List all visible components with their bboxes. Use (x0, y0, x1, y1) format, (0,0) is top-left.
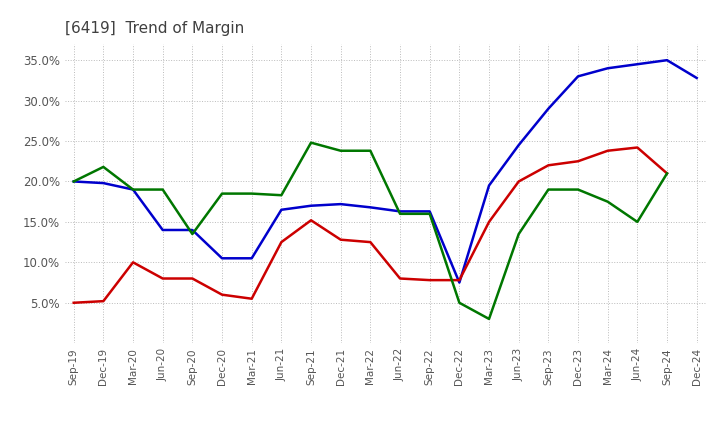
Text: [6419]  Trend of Margin: [6419] Trend of Margin (65, 21, 244, 36)
Operating Cashflow (633, 219, 642, 224)
Net Income (188, 276, 197, 281)
Net Income (574, 158, 582, 164)
Ordinary Income (366, 205, 374, 210)
Ordinary Income (217, 256, 226, 261)
Ordinary Income (574, 74, 582, 79)
Ordinary Income (396, 209, 405, 214)
Operating Cashflow (248, 191, 256, 196)
Net Income (69, 300, 78, 305)
Net Income (277, 239, 286, 245)
Ordinary Income (99, 180, 108, 186)
Operating Cashflow (455, 300, 464, 305)
Net Income (396, 276, 405, 281)
Operating Cashflow (662, 171, 671, 176)
Ordinary Income (693, 75, 701, 81)
Line: Net Income: Net Income (73, 147, 667, 303)
Operating Cashflow (188, 231, 197, 237)
Operating Cashflow (129, 187, 138, 192)
Ordinary Income (188, 227, 197, 233)
Net Income (633, 145, 642, 150)
Ordinary Income (69, 179, 78, 184)
Net Income (248, 296, 256, 301)
Operating Cashflow (396, 211, 405, 216)
Operating Cashflow (99, 164, 108, 169)
Net Income (307, 218, 315, 223)
Net Income (426, 278, 434, 283)
Operating Cashflow (574, 187, 582, 192)
Operating Cashflow (336, 148, 345, 154)
Ordinary Income (129, 187, 138, 192)
Operating Cashflow (603, 199, 612, 204)
Ordinary Income (277, 207, 286, 213)
Net Income (158, 276, 167, 281)
Ordinary Income (544, 106, 553, 111)
Operating Cashflow (544, 187, 553, 192)
Net Income (217, 292, 226, 297)
Ordinary Income (248, 256, 256, 261)
Ordinary Income (336, 202, 345, 207)
Net Income (603, 148, 612, 154)
Net Income (129, 260, 138, 265)
Net Income (544, 163, 553, 168)
Operating Cashflow (69, 179, 78, 184)
Net Income (455, 278, 464, 283)
Net Income (336, 237, 345, 242)
Operating Cashflow (514, 231, 523, 237)
Operating Cashflow (426, 211, 434, 216)
Ordinary Income (426, 209, 434, 214)
Operating Cashflow (277, 193, 286, 198)
Ordinary Income (514, 143, 523, 148)
Ordinary Income (662, 58, 671, 63)
Ordinary Income (485, 183, 493, 188)
Line: Operating Cashflow: Operating Cashflow (73, 143, 667, 319)
Operating Cashflow (366, 148, 374, 154)
Ordinary Income (633, 62, 642, 67)
Operating Cashflow (217, 191, 226, 196)
Net Income (99, 298, 108, 304)
Net Income (514, 179, 523, 184)
Ordinary Income (603, 66, 612, 71)
Ordinary Income (158, 227, 167, 233)
Operating Cashflow (485, 316, 493, 322)
Line: Ordinary Income: Ordinary Income (73, 60, 697, 282)
Net Income (662, 171, 671, 176)
Operating Cashflow (158, 187, 167, 192)
Net Income (485, 219, 493, 224)
Ordinary Income (307, 203, 315, 209)
Net Income (366, 239, 374, 245)
Ordinary Income (455, 280, 464, 285)
Operating Cashflow (307, 140, 315, 145)
